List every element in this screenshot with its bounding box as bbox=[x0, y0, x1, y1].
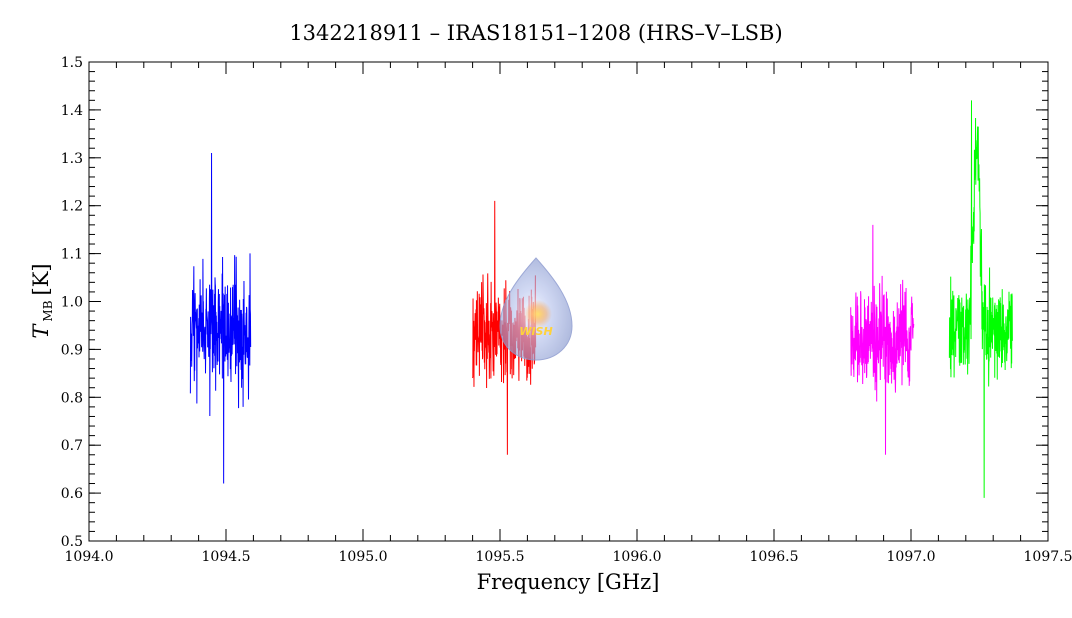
y-axis-label: T MB [K] bbox=[29, 263, 55, 338]
y-axis-label-main: T bbox=[29, 323, 53, 339]
x-tick-label: 1097.0 bbox=[887, 549, 936, 565]
spectrum-traces bbox=[189, 100, 1013, 498]
y-tick-label: 0.6 bbox=[61, 486, 83, 502]
y-tick-label: 1.5 bbox=[61, 55, 83, 71]
wish-droplet-logo-icon: WISH bbox=[499, 257, 573, 361]
spectrum-series-4 bbox=[948, 100, 1013, 498]
y-tick-label: 0.5 bbox=[61, 534, 83, 550]
y-axis-label-unit: [K] bbox=[29, 263, 53, 295]
x-tick-label: 1094.0 bbox=[65, 549, 114, 565]
watermark-text: WISH bbox=[519, 325, 552, 338]
y-tick-label: 1.0 bbox=[61, 295, 83, 311]
svg-text:TMB[K]: T MB [K] bbox=[29, 263, 55, 338]
y-tick-label: 1.4 bbox=[61, 103, 83, 119]
spectrum-series-1 bbox=[189, 153, 252, 484]
y-tick-label: 0.9 bbox=[61, 342, 83, 358]
x-axis-label: Frequency [GHz] bbox=[477, 570, 660, 594]
x-tick-label: 1095.5 bbox=[476, 549, 525, 565]
y-tick-label: 0.8 bbox=[61, 390, 83, 406]
x-tick-label: 1094.5 bbox=[202, 549, 251, 565]
x-tick-label: 1095.0 bbox=[339, 549, 388, 565]
chart-title: 1342218911 – IRAS18151–1208 (HRS–V–LSB) bbox=[289, 21, 782, 45]
y-axis-label-sub: MB bbox=[41, 300, 55, 321]
x-tick-label: 1096.5 bbox=[750, 549, 799, 565]
x-tick-label: 1097.5 bbox=[1024, 549, 1072, 565]
y-tick-label: 0.7 bbox=[61, 438, 83, 454]
y-tick-label: 1.1 bbox=[61, 247, 83, 263]
y-tick-label: 1.2 bbox=[61, 199, 83, 215]
y-tick-label: 1.3 bbox=[61, 151, 83, 167]
x-tick-label: 1096.0 bbox=[613, 549, 662, 565]
spectrum-series-3 bbox=[850, 224, 915, 455]
axes: 1094.0 1094.5 1095.0 1095.5 1096.0 1096.5 1097… bbox=[61, 55, 1072, 565]
